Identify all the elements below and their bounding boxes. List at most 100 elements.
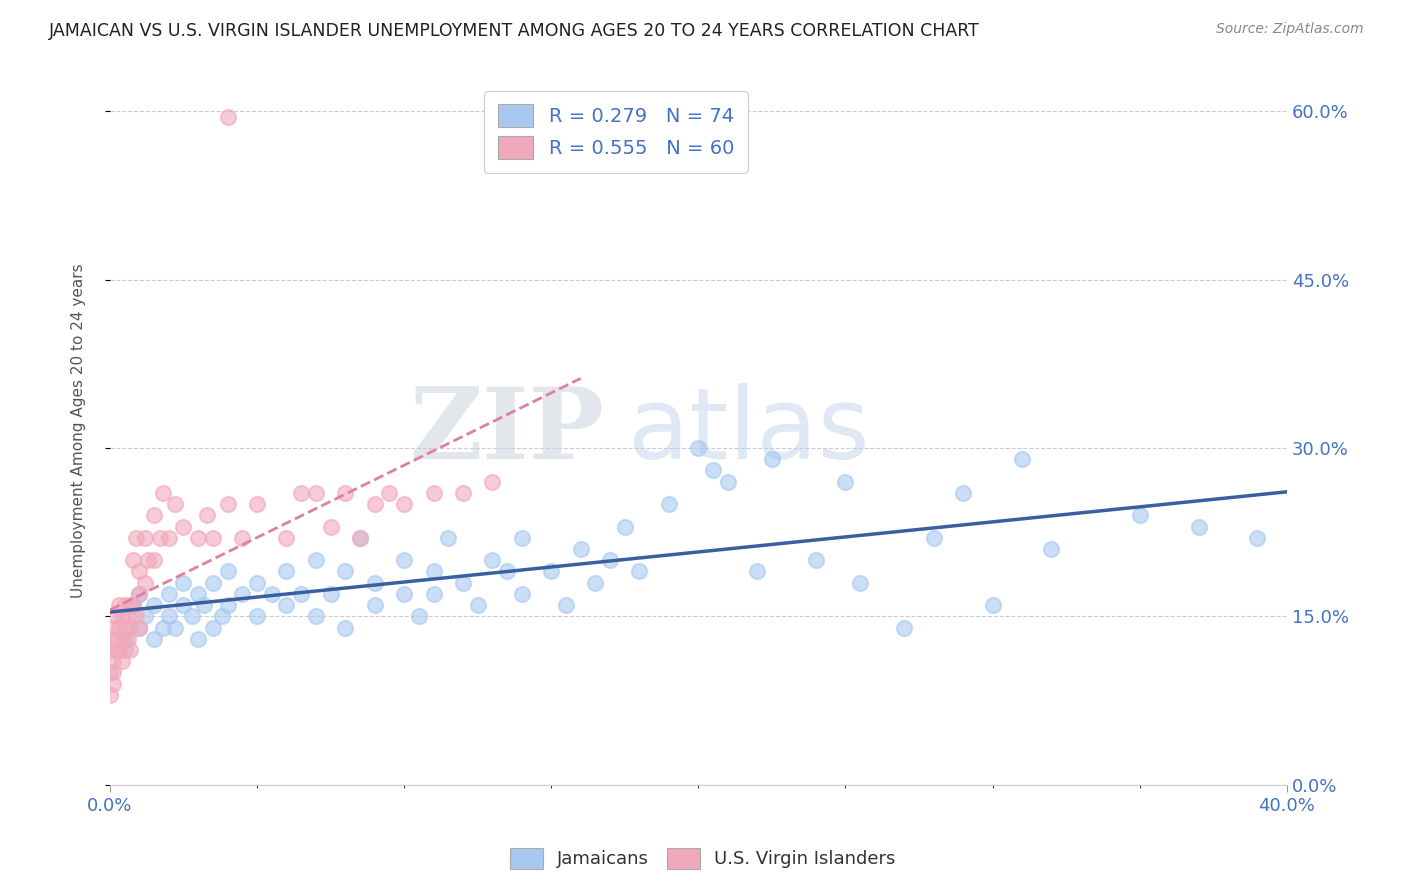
Point: [290, 486, 312, 500]
Point: [117, 632, 139, 646]
Point: [114, 632, 136, 646]
Point: [392, 497, 415, 511]
Point: [163, 497, 186, 511]
Point: [101, 676, 124, 690]
Point: [111, 609, 134, 624]
Point: [246, 609, 269, 624]
Point: [120, 643, 142, 657]
Point: [363, 598, 385, 612]
Point: [157, 531, 180, 545]
Point: [1187, 519, 1209, 533]
Point: [834, 475, 856, 489]
Point: [747, 565, 769, 579]
Point: [555, 598, 578, 612]
Point: [114, 598, 136, 612]
Point: [349, 531, 371, 545]
Point: [1246, 531, 1268, 545]
Point: [98, 665, 121, 680]
Point: [217, 110, 239, 124]
Point: [349, 531, 371, 545]
Point: [422, 565, 444, 579]
Point: [152, 621, 174, 635]
Point: [114, 621, 136, 635]
Legend: Jamaicans, U.S. Virgin Islanders: Jamaicans, U.S. Virgin Islanders: [503, 840, 903, 876]
Point: [195, 508, 218, 523]
Point: [481, 553, 503, 567]
Point: [276, 531, 298, 545]
Point: [98, 643, 121, 657]
Point: [152, 486, 174, 500]
Point: [1040, 541, 1063, 556]
Point: [122, 553, 145, 567]
Point: [952, 486, 974, 500]
Point: [143, 598, 166, 612]
Point: [922, 531, 945, 545]
Y-axis label: Unemployment Among Ages 20 to 24 years: Unemployment Among Ages 20 to 24 years: [72, 264, 86, 599]
Point: [335, 565, 357, 579]
Point: [157, 587, 180, 601]
Point: [599, 553, 621, 567]
Point: [761, 452, 783, 467]
Point: [422, 486, 444, 500]
Point: [101, 621, 124, 635]
Point: [451, 486, 474, 500]
Point: [134, 609, 156, 624]
Point: [217, 497, 239, 511]
Point: [104, 609, 127, 624]
Point: [107, 621, 129, 635]
Point: [451, 575, 474, 590]
Point: [392, 587, 415, 601]
Point: [569, 541, 592, 556]
Point: [187, 632, 209, 646]
Point: [128, 621, 150, 635]
Point: [613, 519, 636, 533]
Point: [134, 575, 156, 590]
Point: [540, 565, 562, 579]
Point: [134, 531, 156, 545]
Point: [122, 598, 145, 612]
Point: [981, 598, 1004, 612]
Point: [276, 565, 298, 579]
Point: [276, 598, 298, 612]
Point: [98, 688, 121, 702]
Point: [1129, 508, 1152, 523]
Point: [335, 486, 357, 500]
Point: [217, 565, 239, 579]
Point: [128, 621, 150, 635]
Point: [143, 508, 166, 523]
Point: [201, 621, 224, 635]
Point: [172, 598, 194, 612]
Point: [117, 609, 139, 624]
Point: [104, 632, 127, 646]
Point: [101, 654, 124, 668]
Point: [496, 565, 519, 579]
Point: [319, 519, 342, 533]
Point: [583, 575, 606, 590]
Point: [510, 531, 533, 545]
Point: [408, 609, 430, 624]
Point: [143, 632, 166, 646]
Point: [187, 587, 209, 601]
Point: [363, 575, 385, 590]
Point: [211, 609, 233, 624]
Point: [422, 587, 444, 601]
Point: [101, 665, 124, 680]
Point: [163, 621, 186, 635]
Point: [628, 565, 651, 579]
Point: [120, 598, 142, 612]
Text: Source: ZipAtlas.com: Source: ZipAtlas.com: [1216, 22, 1364, 37]
Point: [172, 519, 194, 533]
Legend: R = 0.279   N = 74, R = 0.555   N = 60: R = 0.279 N = 74, R = 0.555 N = 60: [485, 91, 748, 172]
Point: [467, 598, 489, 612]
Point: [246, 497, 269, 511]
Point: [122, 598, 145, 612]
Point: [510, 587, 533, 601]
Point: [107, 598, 129, 612]
Point: [128, 565, 150, 579]
Point: [392, 553, 415, 567]
Point: [335, 621, 357, 635]
Point: [172, 575, 194, 590]
Point: [305, 609, 328, 624]
Point: [658, 497, 681, 511]
Point: [319, 587, 342, 601]
